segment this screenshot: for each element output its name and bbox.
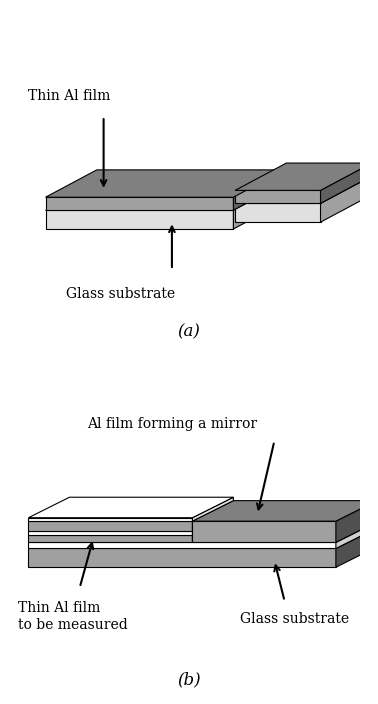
Text: Thin Al film
to be measured: Thin Al film to be measured	[18, 601, 128, 631]
Text: (b): (b)	[177, 672, 201, 689]
Polygon shape	[233, 183, 285, 229]
Polygon shape	[235, 203, 321, 222]
Text: Glass substrate: Glass substrate	[240, 612, 349, 626]
Polygon shape	[28, 531, 192, 535]
Polygon shape	[28, 528, 377, 548]
Polygon shape	[192, 521, 336, 542]
Text: Glass substrate: Glass substrate	[66, 287, 175, 301]
Text: Al film forming a mirror: Al film forming a mirror	[87, 417, 257, 431]
Polygon shape	[28, 522, 377, 542]
Polygon shape	[321, 176, 372, 222]
Text: (a): (a)	[178, 323, 200, 340]
Polygon shape	[192, 501, 377, 521]
Polygon shape	[235, 190, 321, 203]
Polygon shape	[28, 535, 192, 542]
Polygon shape	[28, 510, 233, 531]
Polygon shape	[45, 170, 285, 197]
Polygon shape	[28, 542, 336, 548]
Polygon shape	[336, 501, 377, 542]
Polygon shape	[192, 510, 233, 535]
Polygon shape	[28, 501, 233, 521]
Polygon shape	[336, 522, 377, 548]
Polygon shape	[235, 176, 372, 203]
Polygon shape	[233, 170, 285, 210]
Polygon shape	[321, 163, 372, 203]
Polygon shape	[28, 515, 233, 535]
Polygon shape	[28, 548, 336, 567]
Polygon shape	[235, 163, 372, 190]
Polygon shape	[28, 497, 233, 517]
Polygon shape	[45, 210, 233, 229]
Polygon shape	[45, 197, 233, 210]
Polygon shape	[28, 521, 192, 531]
Polygon shape	[192, 497, 233, 521]
Text: Thin Al film: Thin Al film	[28, 89, 111, 103]
Polygon shape	[192, 501, 233, 531]
Polygon shape	[336, 528, 377, 567]
Polygon shape	[192, 515, 233, 542]
Polygon shape	[28, 517, 192, 521]
Polygon shape	[45, 183, 285, 210]
